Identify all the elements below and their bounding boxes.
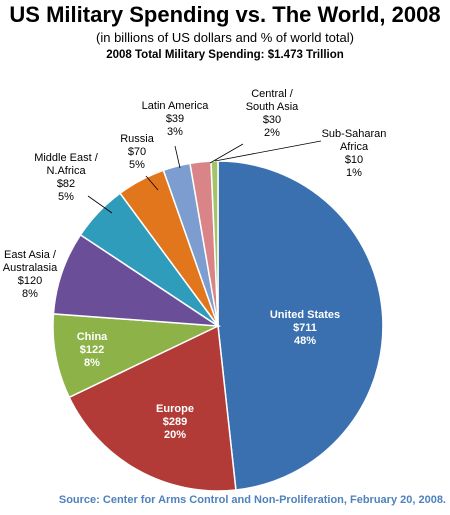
chart-subtitle: (in billions of US dollars and % of worl…: [96, 30, 354, 45]
chart-source: Source: Center for Arms Control and Non-…: [58, 494, 446, 506]
leader-line: [87, 195, 113, 214]
leader-line: [145, 175, 159, 191]
pie-slice-sub-saharan-africa: [210, 160, 219, 327]
slice-label-sub-saharan-africa: Sub-Saharan Africa $10 1%: [322, 128, 387, 179]
slice-label-east-asia-australasia: East Asia / Australasia $120 8%: [3, 249, 58, 300]
pie-slice-china: [52, 313, 221, 399]
leader-line: [209, 143, 244, 164]
slice-label-europe: Europe $289 20%: [156, 403, 194, 441]
chart-title: US Military Spending vs. The World, 2008: [9, 2, 441, 27]
chart-total-label: 2008 Total Military Spending: $1.473 Tri…: [106, 49, 344, 61]
slice-label-latin-america: Latin America $39 3%: [142, 100, 210, 138]
slice-label-united-states: United States $711 48%: [270, 309, 340, 347]
slice-label-middle-east-n-africa: Middle East / N.Africa $82 5%: [34, 152, 99, 203]
slice-label-central-south-asia: Central / South Asia $30 2%: [246, 88, 299, 139]
leader-line: [214, 140, 322, 162]
pie-slice-united-states: [217, 160, 384, 491]
slice-label-china: China $122 8%: [77, 331, 108, 369]
leader-line: [174, 145, 181, 169]
slice-label-russia: Russia $70 5%: [120, 133, 155, 171]
pie-slice-europe: [68, 324, 237, 492]
